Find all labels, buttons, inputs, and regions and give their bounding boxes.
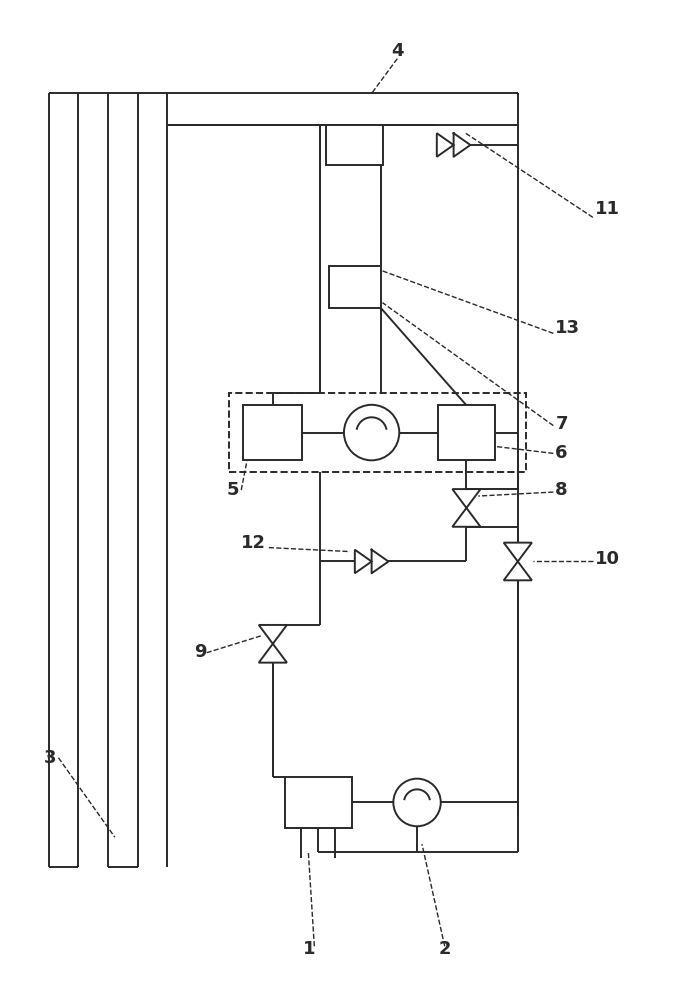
Text: 13: 13 bbox=[555, 319, 580, 337]
Polygon shape bbox=[504, 561, 532, 580]
Text: 11: 11 bbox=[595, 200, 620, 218]
Text: 3: 3 bbox=[44, 749, 56, 767]
Text: 9: 9 bbox=[194, 643, 206, 661]
Text: 5: 5 bbox=[226, 481, 239, 499]
Text: 7: 7 bbox=[555, 415, 568, 433]
Polygon shape bbox=[452, 508, 481, 527]
Bar bbox=[285, 777, 352, 828]
Polygon shape bbox=[259, 625, 287, 644]
Text: 1: 1 bbox=[302, 940, 315, 958]
Text: 12: 12 bbox=[241, 534, 266, 552]
Bar bbox=[438, 405, 495, 460]
Text: 4: 4 bbox=[392, 42, 404, 60]
Text: 8: 8 bbox=[555, 481, 568, 499]
Polygon shape bbox=[355, 550, 372, 573]
Bar bbox=[243, 405, 302, 460]
Polygon shape bbox=[504, 543, 532, 561]
Text: 10: 10 bbox=[595, 550, 620, 568]
Text: 6: 6 bbox=[555, 444, 568, 462]
Bar bbox=[326, 125, 383, 165]
Circle shape bbox=[394, 779, 441, 826]
Circle shape bbox=[344, 405, 399, 460]
Polygon shape bbox=[437, 133, 454, 157]
Polygon shape bbox=[259, 644, 287, 663]
Bar bbox=[329, 266, 381, 308]
Bar bbox=[229, 393, 526, 472]
Polygon shape bbox=[452, 489, 481, 508]
Text: 2: 2 bbox=[439, 940, 452, 958]
